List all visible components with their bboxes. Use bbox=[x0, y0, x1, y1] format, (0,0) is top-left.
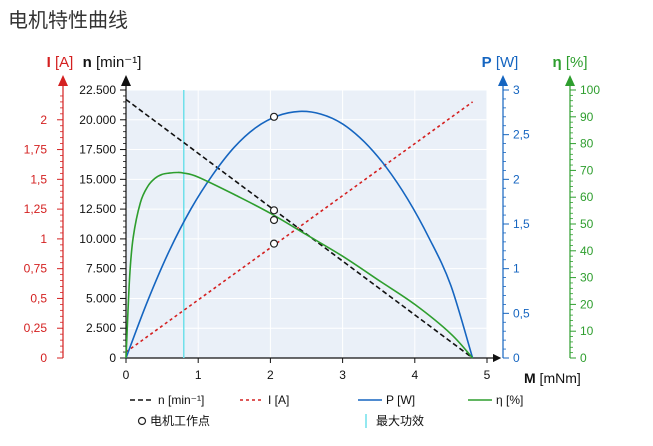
series-line-speed bbox=[125, 98, 474, 359]
legend: n [min⁻¹] I [A] P [W] η [%] 电机工作点 最大功效 bbox=[130, 393, 523, 428]
y-tick-label-speed: 15.000 bbox=[79, 172, 116, 186]
operating-points bbox=[269, 112, 279, 248]
y-tick-label-speed: 20.000 bbox=[79, 113, 116, 127]
series-line-efficiency bbox=[125, 171, 474, 359]
y-tick-label-efficiency: 70 bbox=[580, 163, 594, 177]
series-line-power bbox=[125, 110, 474, 359]
series-group bbox=[125, 90, 474, 359]
y-tick-label-current: 1,25 bbox=[24, 202, 48, 216]
y-tick-label-power: 1 bbox=[513, 262, 520, 276]
y-tick-label-current: 0,75 bbox=[24, 262, 48, 276]
y-tick-label-speed: 12.500 bbox=[79, 202, 116, 216]
operating-point-current bbox=[269, 239, 279, 248]
y-tick-label-current: 1,75 bbox=[24, 143, 48, 157]
y-tick-label-current: 1 bbox=[40, 232, 47, 246]
x-tick-label: 3 bbox=[339, 368, 346, 382]
axes: 0 1 2 3 4 5 M [mNm] 0 0,25 0,5 0,75 1 1,25 1,5 1,75 2 I … bbox=[24, 54, 601, 386]
x-axis-label: M [mNm] bbox=[524, 370, 581, 386]
y-axis-title-efficiency: η [%] bbox=[552, 54, 587, 71]
arrow-up-icon bbox=[58, 75, 68, 86]
y-tick-label-efficiency: 10 bbox=[580, 324, 594, 338]
y-tick-label-current: 0 bbox=[40, 351, 47, 365]
y-tick-label-efficiency: 90 bbox=[580, 110, 594, 124]
y-tick-label-speed: 10.000 bbox=[79, 232, 116, 246]
y-axis-title-current: I [A] bbox=[47, 54, 74, 71]
y-tick-label-efficiency: 30 bbox=[580, 271, 594, 285]
y-tick-label-power: 2 bbox=[513, 172, 520, 186]
y-tick-label-power: 3 bbox=[513, 83, 520, 97]
y-tick-label-efficiency: 0 bbox=[580, 351, 587, 365]
y-tick-label-power: 0 bbox=[513, 351, 520, 365]
y-tick-label-speed: 7.500 bbox=[86, 262, 116, 276]
arrow-up-icon bbox=[121, 75, 131, 86]
operating-point-efficiency bbox=[269, 215, 279, 225]
y-tick-label-power: 0,5 bbox=[513, 306, 530, 320]
legend-swatch-operating-point bbox=[137, 416, 147, 426]
y-axis-title-power: P [W] bbox=[482, 54, 519, 71]
legend-label-max-efficiency: 最大功效 bbox=[376, 413, 424, 428]
y-tick-label-current: 1,5 bbox=[30, 172, 47, 186]
operating-point-power bbox=[269, 112, 279, 121]
y-tick-label-speed: 0 bbox=[109, 351, 116, 365]
y-tick-label-speed: 2.500 bbox=[86, 321, 116, 335]
x-tick-label: 2 bbox=[267, 368, 274, 382]
y-tick-label-speed: 5.000 bbox=[86, 291, 116, 305]
legend-label: P [W] bbox=[386, 393, 415, 407]
y-tick-label-efficiency: 60 bbox=[580, 190, 594, 204]
legend-label: η [%] bbox=[496, 393, 523, 407]
arrow-up-icon bbox=[565, 75, 575, 86]
y-axis-speed: 0 2.500 5.000 7.500 10.000 12.500 15.000 17.500… bbox=[79, 54, 141, 365]
page-title: 电机特性曲线 bbox=[8, 8, 128, 32]
legend-label: I [A] bbox=[268, 393, 289, 407]
operating-point-speed bbox=[269, 206, 279, 215]
y-tick-label-efficiency: 100 bbox=[580, 83, 600, 97]
series-line-current bbox=[125, 101, 474, 353]
legend-label-operating-point: 电机工作点 bbox=[150, 414, 210, 428]
y-tick-label-efficiency: 80 bbox=[580, 137, 594, 151]
arrow-up-icon bbox=[498, 75, 508, 86]
y-tick-label-power: 1,5 bbox=[513, 217, 530, 231]
y-axis-efficiency: 0 10 20 30 40 50 60 70 80 90 100 η [%] bbox=[552, 54, 600, 365]
y-tick-label-current: 0,5 bbox=[30, 291, 47, 305]
x-tick-label: 4 bbox=[411, 368, 418, 382]
y-axis-title-speed: n [min⁻¹] bbox=[83, 54, 142, 71]
y-tick-label-efficiency: 20 bbox=[580, 297, 594, 311]
y-axis-power: 0 0,5 1 1,5 2 2,5 3 P [W] bbox=[482, 54, 530, 365]
x-tick-label: 5 bbox=[484, 368, 491, 382]
y-tick-label-speed: 22.500 bbox=[79, 83, 116, 97]
y-tick-label-efficiency: 40 bbox=[580, 244, 594, 258]
y-tick-label-current: 2 bbox=[40, 113, 47, 127]
x-tick-label: 1 bbox=[195, 368, 202, 382]
y-tick-label-speed: 17.500 bbox=[79, 143, 116, 157]
y-axis-current: 0 0,25 0,5 0,75 1 1,25 1,5 1,75 2 I [A] bbox=[24, 54, 74, 365]
y-tick-label-power: 2,5 bbox=[513, 128, 530, 142]
y-tick-label-efficiency: 50 bbox=[580, 217, 594, 231]
y-tick-label-current: 0,25 bbox=[24, 321, 48, 335]
x-tick-label: 0 bbox=[123, 368, 130, 382]
legend-label: n [min⁻¹] bbox=[158, 393, 204, 407]
